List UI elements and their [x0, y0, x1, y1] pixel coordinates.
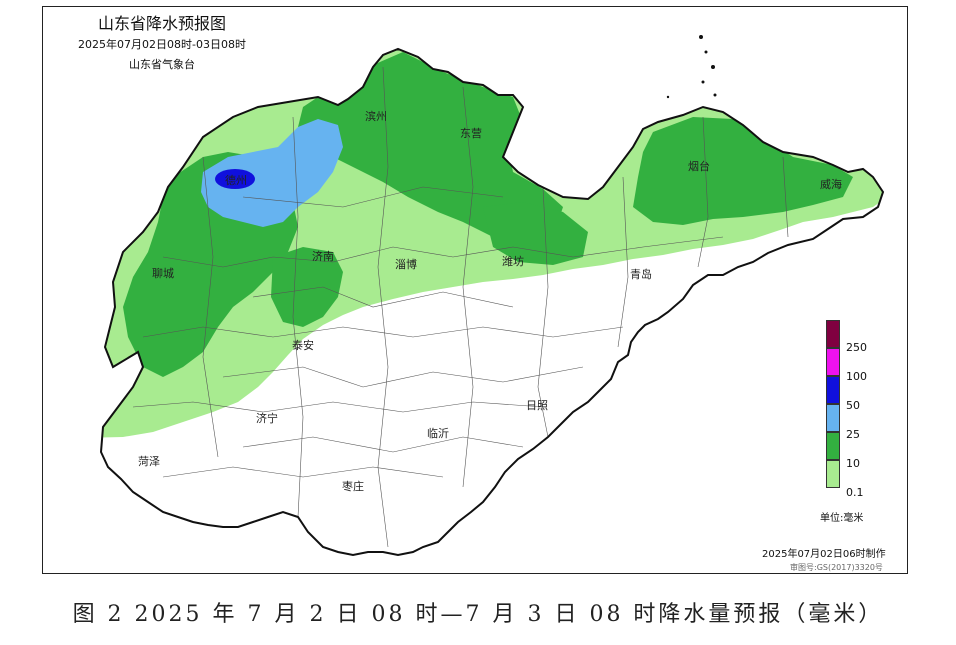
legend-swatch-0.1	[826, 460, 840, 488]
precipitation-map	[100, 35, 884, 556]
rain-50-area	[215, 169, 255, 189]
precip-legend	[826, 320, 842, 488]
legend-label-100: 100	[846, 370, 867, 383]
city-label-dezhou: 德州	[225, 174, 247, 187]
city-label-liaocheng: 聊城	[152, 267, 174, 280]
city-label-zaozhuang: 枣庄	[342, 480, 364, 493]
figure-caption: 图 2 2025 年 7 月 2 日 08 时—7 月 3 日 08 时降水量预…	[72, 602, 884, 627]
city-label-linyi: 临沂	[427, 427, 449, 440]
legend-swatch-25	[826, 404, 840, 432]
county-boundaries	[132, 66, 789, 548]
map-valid-time: 2025年07月02日08时-03日08时	[78, 38, 246, 51]
rain-10-area-central	[271, 247, 343, 327]
city-label-weihai: 威海	[820, 178, 842, 191]
city-label-qingdao: 青岛	[630, 268, 652, 281]
map-review-number: 审图号:GS(2017)3320号	[790, 563, 883, 572]
rain-10-area-east	[633, 117, 853, 225]
city-label-binzhou: 滨州	[365, 110, 387, 123]
production-time: 2025年07月02日06时制作	[762, 549, 886, 560]
city-label-heze: 菏泽	[138, 455, 160, 468]
precip-shading	[101, 49, 883, 439]
map-title: 山东省降水预报图	[97, 14, 226, 33]
city-label-jinan: 济南	[312, 250, 334, 263]
rain-10-area-north	[298, 52, 563, 247]
legend-swatch-100	[826, 348, 840, 376]
legend-swatch-250	[826, 320, 840, 348]
legend-label-10: 10	[846, 457, 860, 470]
legend-label-50: 50	[846, 399, 860, 412]
legend-swatch-50	[826, 376, 840, 404]
city-label-taian: 泰安	[292, 339, 314, 352]
legend-label-250: 250	[846, 341, 867, 354]
rain-25-area	[201, 119, 343, 227]
city-label-weifang: 潍坊	[502, 255, 524, 268]
legend-unit: 单位:毫米	[820, 513, 864, 524]
city-label-dongying: 东营	[460, 127, 482, 140]
legend-swatch-10	[826, 432, 840, 460]
islands	[666, 35, 717, 99]
map-frame	[42, 6, 908, 574]
city-label-jining: 济宁	[256, 412, 278, 425]
map-agency: 山东省气象台	[129, 58, 195, 71]
legend-label-0.1: 0.1	[846, 486, 864, 499]
legend-label-25: 25	[846, 428, 860, 441]
city-label-rizhao: 日照	[526, 399, 548, 412]
rain-10-area-weifang	[483, 202, 588, 265]
city-label-zibo: 淄博	[395, 258, 417, 271]
city-label-yantai: 烟台	[688, 160, 710, 173]
